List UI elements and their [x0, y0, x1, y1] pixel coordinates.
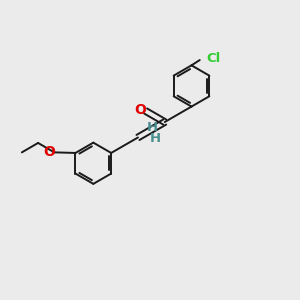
Text: H: H	[149, 132, 161, 145]
Text: O: O	[44, 145, 56, 159]
Text: O: O	[134, 103, 146, 116]
Text: Cl: Cl	[206, 52, 220, 65]
Text: H: H	[147, 121, 158, 134]
